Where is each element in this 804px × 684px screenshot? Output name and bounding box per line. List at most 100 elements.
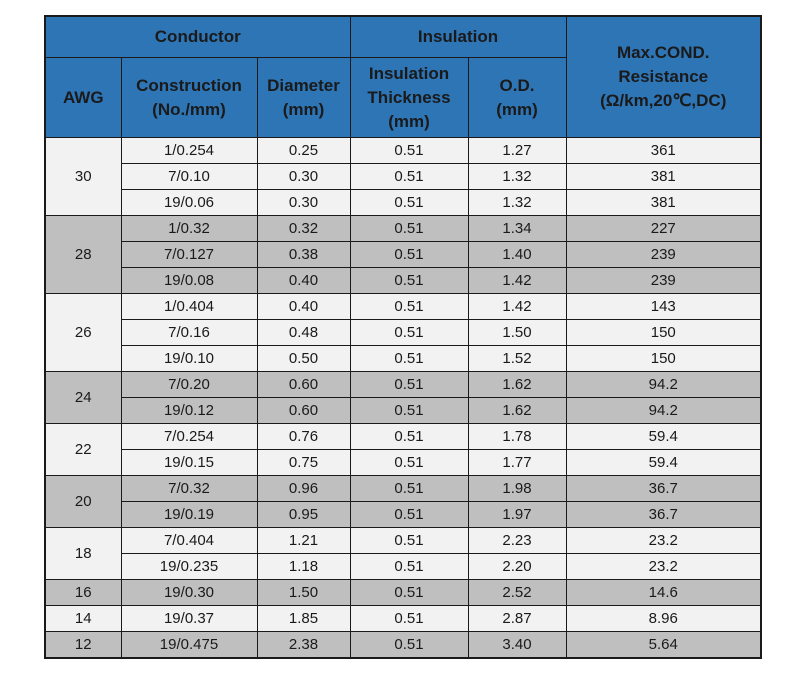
table-body: 30 1/0.254 0.25 0.51 1.27 361 7/0.10 0.30 0.51 1.… xyxy=(44,137,762,659)
diameter-cell: 0.60 xyxy=(256,371,351,398)
table-row: 19/0.12 0.60 0.51 1.62 94.2 xyxy=(45,397,762,424)
thickness-cell: 0.51 xyxy=(349,423,469,450)
construction-cell: 19/0.08 xyxy=(120,267,258,294)
diameter-cell: 0.30 xyxy=(256,163,351,190)
awg-header: AWG xyxy=(44,57,122,138)
resistance-cell: 150 xyxy=(565,345,762,372)
resistance-header-line: (Ω/km,20℃,DC) xyxy=(600,91,727,110)
awg-cell: 14 xyxy=(44,605,122,632)
table-row: 30 1/0.254 0.25 0.51 1.27 361 xyxy=(44,137,762,216)
diameter-cell: 0.40 xyxy=(256,267,351,294)
od-header-line: (mm) xyxy=(496,99,538,119)
od-header-line: O.D. xyxy=(499,75,535,95)
od-cell: 1.50 xyxy=(467,319,567,346)
construction-cell: 7/0.10 xyxy=(120,163,258,190)
thickness-cell: 0.51 xyxy=(349,553,469,580)
insulation-header: Insulation xyxy=(349,15,567,58)
construction-cell: 19/0.15 xyxy=(120,449,258,476)
thickness-cell: 0.51 xyxy=(349,631,469,659)
diameter-cell: 0.30 xyxy=(256,189,351,216)
construction-cell: 19/0.06 xyxy=(120,189,258,216)
table-row: 19/0.06 0.30 0.51 1.32 381 xyxy=(45,189,762,216)
awg-cell: 24 xyxy=(44,371,122,424)
resistance-cell: 94.2 xyxy=(565,397,762,424)
od-cell: 1.77 xyxy=(467,449,567,476)
table-row: 19/0.08 0.40 0.51 1.42 239 xyxy=(45,267,762,294)
construction-cell: 19/0.475 xyxy=(120,631,258,659)
diameter-cell: 0.48 xyxy=(256,319,351,346)
resistance-cell: 59.4 xyxy=(565,449,762,476)
resistance-cell: 239 xyxy=(565,241,762,268)
thickness-cell: 0.51 xyxy=(349,397,469,424)
od-cell: 1.40 xyxy=(467,241,567,268)
od-cell: 2.20 xyxy=(467,553,567,580)
table-row: 14 19/0.37 1.85 0.51 2.87 8.96 xyxy=(44,605,762,632)
od-cell: 1.98 xyxy=(467,475,567,502)
table-row: 22 7/0.254 0.76 0.51 1.78 59.4 xyxy=(44,423,762,476)
awg-cell: 12 xyxy=(44,631,122,659)
diameter-cell: 0.75 xyxy=(256,449,351,476)
table-row: 19/0.10 0.50 0.51 1.52 150 xyxy=(45,345,762,372)
diameter-cell: 0.32 xyxy=(256,215,351,242)
thickness-cell: 0.51 xyxy=(349,267,469,294)
resistance-cell: 381 xyxy=(565,189,762,216)
construction-header: Construction (No./mm) xyxy=(120,57,258,138)
resistance-cell: 8.96 xyxy=(565,605,762,632)
table-row: 28 1/0.32 0.32 0.51 1.34 227 xyxy=(44,215,762,294)
awg-cell: 30 xyxy=(44,137,122,216)
construction-cell: 19/0.235 xyxy=(120,553,258,580)
diameter-cell: 0.95 xyxy=(256,501,351,528)
conductor-header: Conductor xyxy=(44,15,351,58)
wire-spec-table: Conductor Insulation Max.COND. Resistanc… xyxy=(44,15,762,659)
diameter-cell: 0.96 xyxy=(256,475,351,502)
thickness-cell: 0.51 xyxy=(349,215,469,242)
resistance-cell: 227 xyxy=(565,215,762,242)
thickness-cell: 0.51 xyxy=(349,345,469,372)
resistance-cell: 5.64 xyxy=(565,631,762,659)
construction-cell: 1/0.254 xyxy=(120,137,258,164)
od-cell: 1.32 xyxy=(467,163,567,190)
diameter-cell: 0.60 xyxy=(256,397,351,424)
construction-cell: 1/0.404 xyxy=(120,293,258,320)
thickness-cell: 0.51 xyxy=(349,475,469,502)
construction-header-line: (No./mm) xyxy=(152,99,226,119)
od-cell: 3.40 xyxy=(467,631,567,659)
resistance-cell: 361 xyxy=(565,137,762,164)
resistance-cell: 381 xyxy=(565,163,762,190)
construction-cell: 19/0.19 xyxy=(120,501,258,528)
thickness-header: Insulation Thickness (mm) xyxy=(349,57,469,138)
resistance-header-line: Max.COND. xyxy=(616,43,710,62)
resistance-cell: 59.4 xyxy=(565,423,762,450)
table-row: 16 19/0.30 1.50 0.51 2.52 14.6 xyxy=(44,579,762,606)
awg-cell: 28 xyxy=(44,215,122,294)
thickness-cell: 0.51 xyxy=(349,501,469,528)
table-row: 7/0.10 0.30 0.51 1.32 381 xyxy=(45,163,762,190)
resistance-cell: 239 xyxy=(565,267,762,294)
table-row: 24 7/0.20 0.60 0.51 1.62 94.2 xyxy=(44,371,762,424)
resistance-cell: 150 xyxy=(565,319,762,346)
awg-cell: 22 xyxy=(44,423,122,476)
diameter-cell: 1.21 xyxy=(256,527,351,554)
od-cell: 1.27 xyxy=(467,137,567,164)
table-row: 20 7/0.32 0.96 0.51 1.98 36.7 xyxy=(44,475,762,528)
construction-cell: 7/0.127 xyxy=(120,241,258,268)
thickness-cell: 0.51 xyxy=(349,189,469,216)
construction-cell: 1/0.32 xyxy=(120,215,258,242)
awg-cell: 18 xyxy=(44,527,122,580)
od-header: O.D. (mm) xyxy=(467,57,567,138)
awg-cell: 26 xyxy=(44,293,122,372)
diameter-cell: 1.50 xyxy=(256,579,351,606)
thickness-cell: 0.51 xyxy=(349,579,469,606)
diameter-header-line: Diameter xyxy=(267,75,340,95)
diameter-header-line: (mm) xyxy=(282,99,325,119)
table-row: 26 1/0.404 0.40 0.51 1.42 143 xyxy=(44,293,762,372)
od-cell: 1.97 xyxy=(467,501,567,528)
construction-cell: 7/0.254 xyxy=(120,423,258,450)
od-cell: 2.52 xyxy=(467,579,567,606)
thickness-header-line: (mm) xyxy=(388,111,430,131)
table-row: 19/0.19 0.95 0.51 1.97 36.7 xyxy=(45,501,762,528)
od-cell: 1.34 xyxy=(467,215,567,242)
construction-cell: 7/0.404 xyxy=(120,527,258,554)
od-cell: 1.62 xyxy=(467,397,567,424)
awg-cell: 16 xyxy=(44,579,122,606)
